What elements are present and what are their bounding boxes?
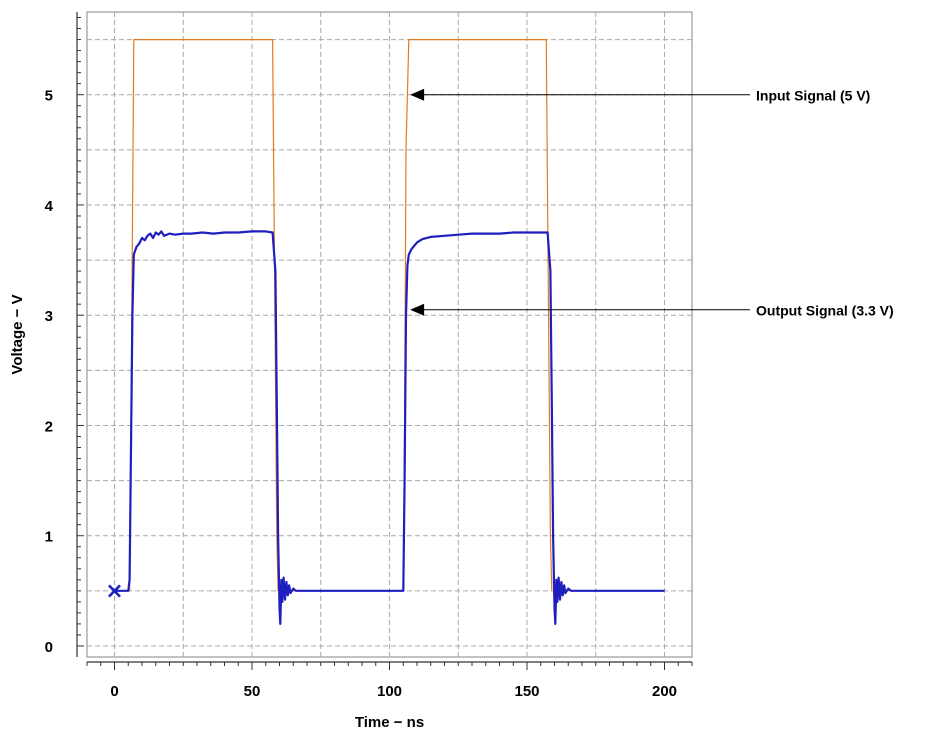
input-signal-line xyxy=(114,38,553,592)
annotation-label: Input Signal (5 V) xyxy=(756,88,870,104)
y-tick-label: 2 xyxy=(45,418,53,435)
arrowhead-icon xyxy=(410,303,425,316)
y-tick-label: 3 xyxy=(45,308,53,325)
annotation-label: Output Signal (3.3 V) xyxy=(756,303,894,319)
y-tick-label: 5 xyxy=(45,88,53,105)
x-tick-label: 100 xyxy=(377,683,402,700)
x-axis-title: Time − ns xyxy=(355,714,424,731)
input-signal-annotation: Input Signal (5 V) xyxy=(410,88,870,104)
y-axis: 0 1 2 3 4 5 xyxy=(45,12,84,657)
series-layer: × xyxy=(105,38,665,626)
y-axis-title: Voltage − V xyxy=(9,294,26,374)
y-tick-label: 0 xyxy=(45,639,53,656)
x-axis: 0 50 100 150 200 xyxy=(86,661,693,700)
grid-lines xyxy=(87,12,692,657)
output-signal-annotation: Output Signal (3.3 V) xyxy=(410,303,894,319)
x-tick-label: 50 xyxy=(244,683,261,700)
annotations: Input Signal (5 V) Output Signal (3.3 V) xyxy=(410,88,894,319)
y-tick-label: 4 xyxy=(45,198,54,215)
x-tick-label: 150 xyxy=(514,683,539,700)
arrowhead-icon xyxy=(410,88,425,101)
x-tick-label: 200 xyxy=(652,683,677,700)
start-marker: × xyxy=(105,579,123,604)
x-tick-label: 0 xyxy=(110,683,118,700)
output-signal-line xyxy=(114,230,665,626)
y-tick-label: 1 xyxy=(45,529,53,546)
